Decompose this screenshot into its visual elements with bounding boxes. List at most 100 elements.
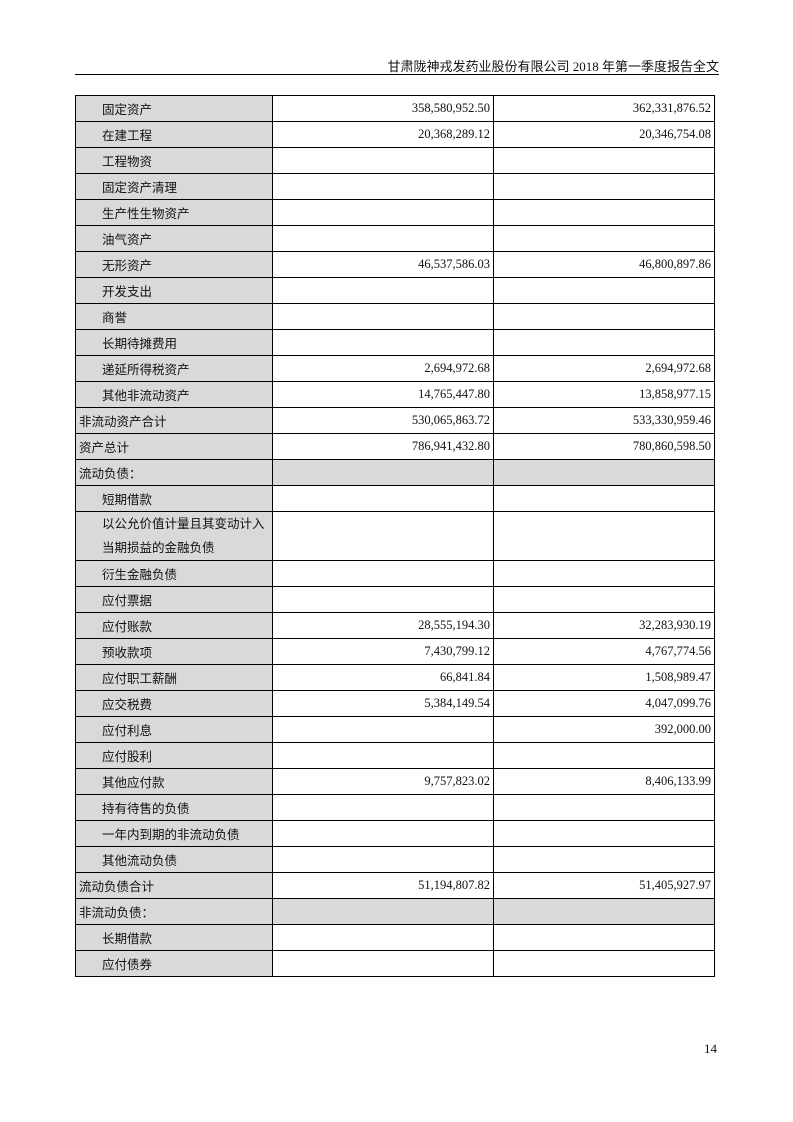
prior-period-value: 533,330,959.46	[493, 407, 715, 434]
prior-period-value	[493, 303, 715, 330]
prior-period-value: 362,331,876.52	[493, 95, 715, 122]
current-period-value: 530,065,863.72	[272, 407, 494, 434]
table-row: 长期借款	[75, 924, 715, 951]
table-row: 流动负债合计 51,194,807.82 51,405,927.97	[75, 872, 715, 899]
running-header: 甘肃陇神戎发药业股份有限公司 2018 年第一季度报告全文	[387, 59, 719, 74]
table-row: 衍生金融负债	[75, 560, 715, 587]
table-row: 开发支出	[75, 277, 715, 304]
current-period-value: 2,694,972.68	[272, 355, 494, 382]
table-row: 在建工程 20,368,289.12 20,346,754.08	[75, 121, 715, 148]
current-period-value	[272, 511, 494, 561]
row-label: 应付账款	[75, 612, 273, 639]
table-row: 短期借款	[75, 485, 715, 512]
table-row: 预收款项 7,430,799.12 4,767,774.56	[75, 638, 715, 665]
row-label: 其他非流动资产	[75, 381, 273, 408]
row-label: 以公允价值计量且其变动计入当期损益的金融负债	[75, 511, 273, 561]
row-label: 长期待摊费用	[75, 329, 273, 356]
row-label: 应付债券	[75, 950, 273, 977]
current-period-value: 358,580,952.50	[272, 95, 494, 122]
prior-period-value	[493, 898, 715, 925]
row-label: 无形资产	[75, 251, 273, 278]
current-period-value: 20,368,289.12	[272, 121, 494, 148]
row-label: 长期借款	[75, 924, 273, 951]
row-label: 应付职工薪酬	[75, 664, 273, 691]
prior-period-value	[493, 329, 715, 356]
current-period-value	[272, 898, 494, 925]
row-label: 其他应付款	[75, 768, 273, 795]
row-label: 工程物资	[75, 147, 273, 174]
row-label: 流动负债：	[75, 459, 273, 486]
current-period-value	[272, 277, 494, 304]
section-header-row: 非流动负债：	[75, 898, 715, 925]
table-row: 其他非流动资产 14,765,447.80 13,858,977.15	[75, 381, 715, 408]
row-label: 油气资产	[75, 225, 273, 252]
prior-period-value	[493, 225, 715, 252]
table-row: 商誉	[75, 303, 715, 330]
row-label: 应付股利	[75, 742, 273, 769]
row-label: 在建工程	[75, 121, 273, 148]
table-row: 固定资产 358,580,952.50 362,331,876.52	[75, 95, 715, 122]
prior-period-value: 1,508,989.47	[493, 664, 715, 691]
current-period-value: 14,765,447.80	[272, 381, 494, 408]
row-label: 短期借款	[75, 485, 273, 512]
current-period-value	[272, 147, 494, 174]
prior-period-value	[493, 794, 715, 821]
current-period-value	[272, 560, 494, 587]
prior-period-value: 2,694,972.68	[493, 355, 715, 382]
header-rule	[75, 74, 719, 75]
row-label: 资产总计	[75, 433, 273, 460]
table-row: 一年内到期的非流动负债	[75, 820, 715, 847]
prior-period-value	[493, 459, 715, 486]
row-label: 固定资产清理	[75, 173, 273, 200]
row-label: 其他流动负债	[75, 846, 273, 873]
row-label: 生产性生物资产	[75, 199, 273, 226]
prior-period-value: 8,406,133.99	[493, 768, 715, 795]
prior-period-value	[493, 511, 715, 561]
row-label: 商誉	[75, 303, 273, 330]
row-label: 流动负债合计	[75, 872, 273, 899]
page-number: 14	[704, 1041, 717, 1056]
prior-period-value	[493, 173, 715, 200]
section-header-row: 流动负债：	[75, 459, 715, 486]
prior-period-value	[493, 924, 715, 951]
prior-period-value	[493, 586, 715, 613]
table-row: 应付利息 392,000.00	[75, 716, 715, 743]
table-row: 其他应付款 9,757,823.02 8,406,133.99	[75, 768, 715, 795]
current-period-value	[272, 820, 494, 847]
current-period-value	[272, 794, 494, 821]
current-period-value	[272, 485, 494, 512]
current-period-value	[272, 742, 494, 769]
table-row: 以公允价值计量且其变动计入当期损益的金融负债	[75, 511, 715, 561]
current-period-value: 5,384,149.54	[272, 690, 494, 717]
current-period-value: 9,757,823.02	[272, 768, 494, 795]
table-row: 持有待售的负债	[75, 794, 715, 821]
table-row: 资产总计 786,941,432.80 780,860,598.50	[75, 433, 715, 460]
current-period-value: 46,537,586.03	[272, 251, 494, 278]
prior-period-value	[493, 277, 715, 304]
prior-period-value	[493, 820, 715, 847]
prior-period-value: 4,767,774.56	[493, 638, 715, 665]
current-period-value	[272, 329, 494, 356]
prior-period-value: 4,047,099.76	[493, 690, 715, 717]
row-label: 一年内到期的非流动负债	[75, 820, 273, 847]
prior-period-value: 13,858,977.15	[493, 381, 715, 408]
current-period-value	[272, 173, 494, 200]
current-period-value: 7,430,799.12	[272, 638, 494, 665]
table-row: 应付票据	[75, 586, 715, 613]
prior-period-value: 392,000.00	[493, 716, 715, 743]
row-label: 非流动资产合计	[75, 407, 273, 434]
current-period-value	[272, 303, 494, 330]
prior-period-value	[493, 485, 715, 512]
table-row: 无形资产 46,537,586.03 46,800,897.86	[75, 251, 715, 278]
row-label: 非流动负债：	[75, 898, 273, 925]
row-label: 预收款项	[75, 638, 273, 665]
current-period-value: 51,194,807.82	[272, 872, 494, 899]
prior-period-value: 780,860,598.50	[493, 433, 715, 460]
prior-period-value	[493, 742, 715, 769]
prior-period-value: 51,405,927.97	[493, 872, 715, 899]
table-row: 应付债券	[75, 950, 715, 977]
row-label: 衍生金融负债	[75, 560, 273, 587]
current-period-value: 28,555,194.30	[272, 612, 494, 639]
current-period-value	[272, 950, 494, 977]
current-period-value	[272, 716, 494, 743]
